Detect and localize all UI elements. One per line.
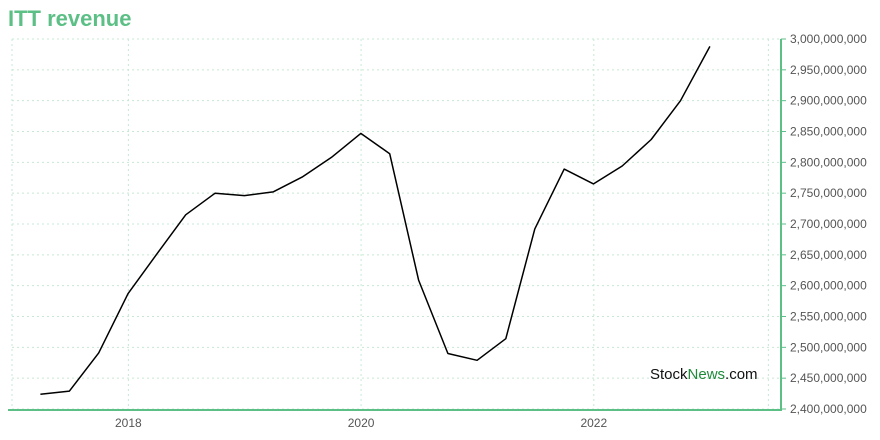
- y-tick-label: 2,950,000,000: [790, 63, 867, 77]
- watermark-stock: Stock: [650, 366, 688, 383]
- y-tick-label: 2,450,000,000: [790, 371, 867, 385]
- y-tick-label: 2,500,000,000: [790, 340, 867, 354]
- watermark-dotcom: .com: [725, 366, 758, 383]
- y-tick-label: 3,000,000,000: [790, 32, 867, 46]
- y-tick-label: 2,750,000,000: [790, 186, 867, 200]
- axes: [8, 39, 782, 411]
- x-tick-label: 2020: [348, 416, 375, 430]
- y-tick-labels: 2,400,000,000 2,450,000,000 2,500,000,000 2…: [781, 32, 867, 416]
- x-tick-label: 2022: [580, 416, 607, 430]
- grid: [11, 38, 780, 410]
- y-tick-label: 2,850,000,000: [790, 125, 867, 139]
- y-tick-label: 2,400,000,000: [790, 402, 867, 416]
- y-tick-label: 2,900,000,000: [790, 94, 867, 108]
- x-tick-labels: 2018 2020 2022: [115, 416, 607, 430]
- y-tick-label: 2,700,000,000: [790, 217, 867, 231]
- series: [40, 46, 711, 395]
- watermark-news: News: [688, 366, 726, 383]
- series-line: [40, 46, 711, 395]
- y-tick-label: 2,550,000,000: [790, 310, 867, 324]
- chart-title: ITT revenue: [8, 6, 132, 31]
- y-tick-label: 2,800,000,000: [790, 155, 867, 169]
- y-tick-label: 2,650,000,000: [790, 248, 867, 262]
- y-tick-label: 2,600,000,000: [790, 279, 867, 293]
- watermark: StockNews.com: [650, 366, 758, 383]
- x-tick-label: 2018: [115, 416, 142, 430]
